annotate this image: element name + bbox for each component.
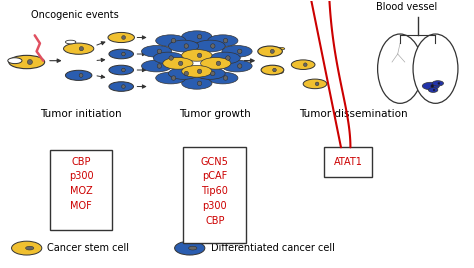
Ellipse shape: [197, 69, 202, 74]
Ellipse shape: [195, 68, 225, 79]
Ellipse shape: [226, 56, 230, 60]
Ellipse shape: [65, 40, 76, 44]
Text: Tumor dissemination: Tumor dissemination: [300, 109, 408, 119]
Ellipse shape: [171, 76, 176, 80]
Text: Cancer stem cell: Cancer stem cell: [47, 243, 129, 253]
Ellipse shape: [178, 61, 183, 66]
Ellipse shape: [182, 77, 212, 89]
Ellipse shape: [428, 88, 438, 92]
FancyBboxPatch shape: [50, 150, 112, 230]
Ellipse shape: [64, 43, 94, 54]
Ellipse shape: [122, 52, 125, 56]
Ellipse shape: [174, 241, 205, 255]
Ellipse shape: [156, 35, 186, 47]
Ellipse shape: [142, 46, 172, 57]
Ellipse shape: [208, 72, 238, 84]
Ellipse shape: [197, 35, 202, 39]
Ellipse shape: [223, 38, 228, 43]
Text: CBP
p300
MOZ
MOF: CBP p300 MOZ MOF: [69, 157, 93, 211]
Ellipse shape: [210, 44, 215, 48]
Ellipse shape: [216, 61, 221, 66]
Ellipse shape: [413, 34, 458, 103]
Ellipse shape: [157, 49, 162, 54]
Ellipse shape: [79, 47, 83, 51]
Ellipse shape: [163, 57, 193, 69]
Ellipse shape: [168, 40, 199, 52]
Ellipse shape: [108, 32, 135, 43]
Ellipse shape: [208, 35, 238, 47]
Ellipse shape: [210, 71, 215, 76]
Ellipse shape: [210, 52, 240, 64]
Ellipse shape: [65, 70, 92, 80]
Ellipse shape: [438, 82, 440, 84]
Ellipse shape: [157, 64, 162, 68]
Text: Tumor growth: Tumor growth: [179, 109, 251, 119]
Ellipse shape: [270, 49, 274, 53]
Ellipse shape: [195, 40, 225, 52]
Ellipse shape: [184, 71, 189, 76]
Ellipse shape: [182, 31, 212, 43]
Ellipse shape: [431, 85, 434, 87]
Ellipse shape: [201, 57, 231, 69]
Ellipse shape: [154, 52, 183, 64]
Ellipse shape: [303, 63, 307, 66]
Text: GCN5
pCAF
Tip60
p300
CBP: GCN5 pCAF Tip60 p300 CBP: [201, 157, 229, 226]
Text: Differentiated cancer cell: Differentiated cancer cell: [210, 243, 335, 253]
Ellipse shape: [109, 65, 134, 75]
Ellipse shape: [422, 82, 439, 90]
Ellipse shape: [197, 53, 202, 58]
Ellipse shape: [122, 36, 126, 39]
Ellipse shape: [432, 81, 444, 86]
FancyBboxPatch shape: [324, 147, 372, 177]
Ellipse shape: [258, 46, 283, 57]
Ellipse shape: [109, 49, 134, 59]
Ellipse shape: [184, 44, 189, 48]
Ellipse shape: [378, 34, 422, 103]
Ellipse shape: [189, 246, 197, 250]
Ellipse shape: [222, 46, 252, 57]
Ellipse shape: [168, 68, 199, 79]
Ellipse shape: [261, 65, 284, 75]
Text: Blood vessel: Blood vessel: [376, 2, 438, 12]
Ellipse shape: [223, 76, 228, 80]
Ellipse shape: [315, 82, 319, 86]
Ellipse shape: [433, 89, 435, 91]
Ellipse shape: [27, 59, 32, 65]
Ellipse shape: [237, 64, 242, 68]
Ellipse shape: [122, 68, 125, 72]
Text: Oncogenic events: Oncogenic events: [31, 10, 119, 20]
Ellipse shape: [182, 50, 212, 61]
Ellipse shape: [11, 241, 42, 255]
Ellipse shape: [273, 68, 276, 72]
FancyBboxPatch shape: [182, 147, 246, 243]
Ellipse shape: [9, 55, 45, 69]
Ellipse shape: [122, 85, 125, 88]
Ellipse shape: [8, 58, 22, 64]
Ellipse shape: [182, 65, 212, 77]
Ellipse shape: [171, 38, 176, 43]
Ellipse shape: [197, 81, 202, 85]
Ellipse shape: [156, 72, 186, 84]
Ellipse shape: [109, 82, 134, 91]
Ellipse shape: [222, 60, 252, 72]
Text: ATAT1: ATAT1: [334, 157, 363, 167]
Text: Tumor initiation: Tumor initiation: [40, 109, 122, 119]
Ellipse shape: [292, 60, 315, 69]
Ellipse shape: [26, 246, 34, 250]
Ellipse shape: [169, 56, 173, 60]
Ellipse shape: [276, 71, 283, 73]
Ellipse shape: [276, 47, 285, 50]
Ellipse shape: [303, 79, 327, 89]
Ellipse shape: [142, 60, 172, 72]
Ellipse shape: [237, 49, 242, 54]
Ellipse shape: [79, 73, 83, 77]
